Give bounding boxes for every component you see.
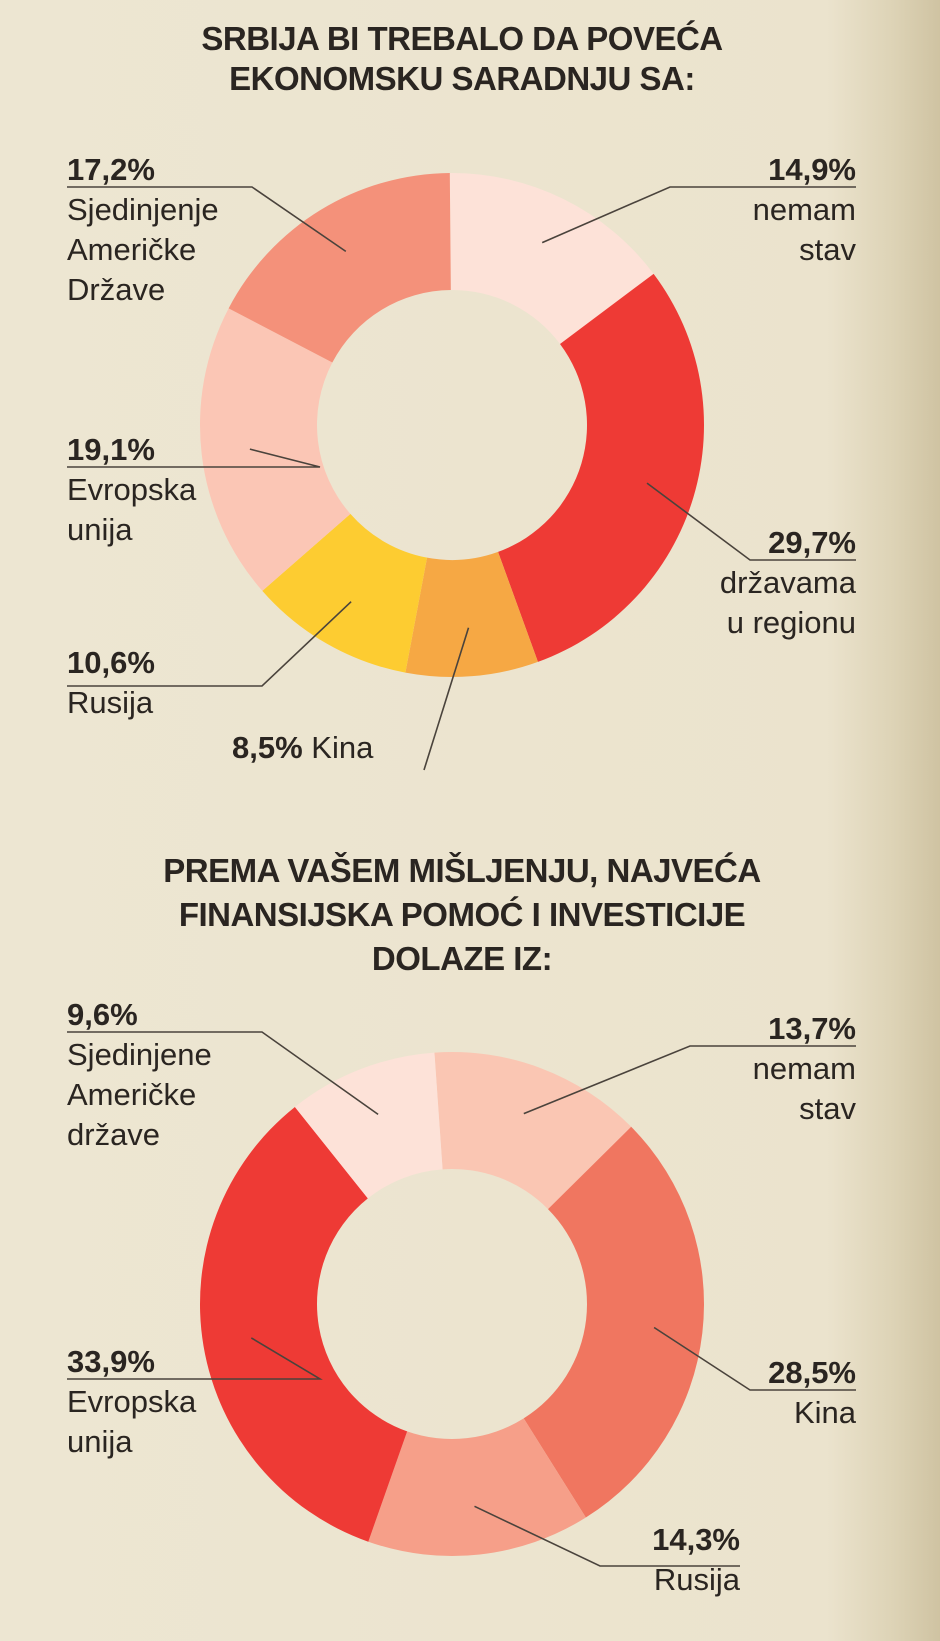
slice-label: Kina (794, 1395, 857, 1430)
slice-percent: 9,6% (67, 997, 138, 1032)
leader-line (67, 448, 321, 468)
slice-label: Države (67, 272, 165, 307)
leader-line (67, 601, 352, 687)
donut-slice (199, 1106, 408, 1542)
leader-line (474, 1505, 740, 1567)
slice-percent: 29,7% (768, 525, 856, 560)
leader-line (523, 1045, 856, 1115)
slice-label: državama (720, 565, 857, 600)
slice-label: nemam (753, 1051, 856, 1086)
slice-label: Kina (311, 730, 374, 765)
donut-slice (498, 273, 704, 662)
donut-slice (368, 1418, 586, 1557)
slice-percent: 13,7% (768, 1011, 856, 1046)
donut-slice (405, 551, 538, 677)
label-space (303, 730, 312, 765)
slice-label: Sjedinjenje (67, 192, 219, 227)
donut-slice (262, 513, 428, 673)
leader-line (67, 186, 347, 253)
slice-label: unija (67, 512, 133, 547)
slice-label: Rusija (654, 1562, 741, 1597)
slice-label: stav (799, 1091, 856, 1126)
slice-percent: 14,3% (652, 1522, 740, 1557)
donut-slice (434, 1052, 632, 1210)
slice-percent: 8,5% (232, 730, 303, 765)
slice-percent: 17,2% (67, 152, 155, 187)
slice-label: Evropska (67, 472, 197, 507)
leader-line (646, 482, 856, 561)
donut-slice (228, 173, 451, 363)
slice-label: Američke (67, 1077, 196, 1112)
slice-label: države (67, 1117, 160, 1152)
slice-label: Američke (67, 232, 196, 267)
donut-slice (294, 1052, 443, 1199)
slice-label: nemam (753, 192, 856, 227)
slice-label: u regionu (727, 605, 856, 640)
slice-label: Rusija (67, 685, 154, 720)
chart-title-line: PREMA VAŠEM MIŠLJENJU, NAJVEĆA (163, 851, 760, 889)
slice-label: Evropska (67, 1384, 197, 1419)
slice-label: unija (67, 1424, 133, 1459)
leader-line (67, 1337, 323, 1380)
slice-percent: 10,6% (67, 645, 155, 680)
slice-percent: 19,1% (67, 432, 155, 467)
donut-chart-2: PREMA VAŠEM MIŠLJENJU, NAJVEĆA FINANSIJSK… (67, 851, 857, 1597)
slice-percent: 28,5% (768, 1355, 856, 1390)
leader-line (541, 186, 856, 244)
slice-label: stav (799, 232, 856, 267)
chart-title-line: DOLAZE IZ: (372, 940, 552, 977)
donut-slice (523, 1126, 705, 1518)
leader-line (67, 1031, 379, 1116)
donut-slice (199, 308, 351, 591)
slice-label-group: 8,5% Kina (232, 730, 374, 765)
slice-label: Sjedinjene (67, 1037, 212, 1072)
leader-line (653, 1326, 856, 1391)
chart-title-line: FINANSIJSKA POMOĆ I INVESTICIJE (179, 896, 745, 933)
donut-slice (449, 173, 654, 345)
chart-title-line: SRBIJA BI TREBALO DA POVEĆA (201, 20, 722, 57)
slice-percent: 14,9% (768, 152, 856, 187)
chart-title-line: EKONOMSKU SARADNJU SA: (229, 60, 695, 97)
leader-line (423, 627, 470, 771)
slice-percent: 33,9% (67, 1344, 155, 1379)
